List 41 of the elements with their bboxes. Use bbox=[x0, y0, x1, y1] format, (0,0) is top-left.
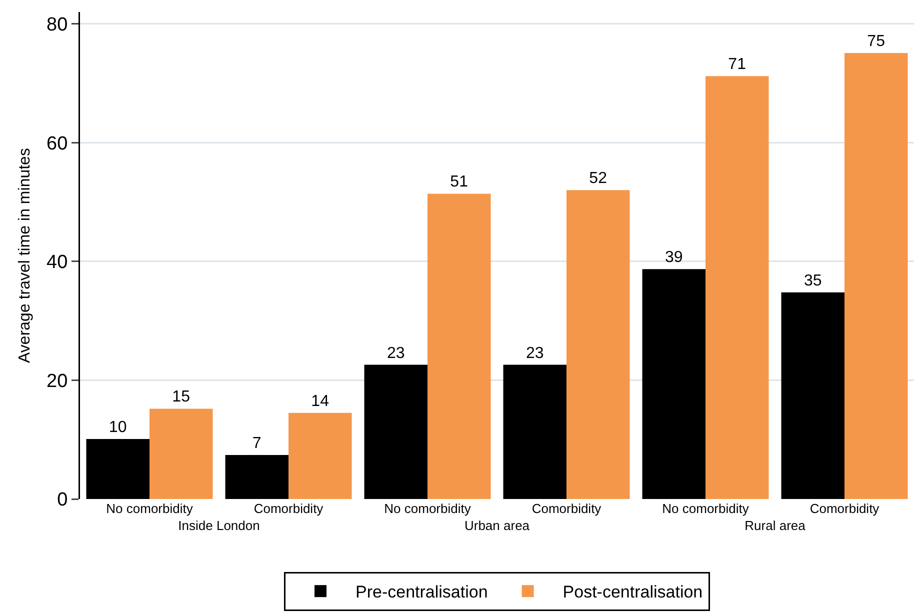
data-label: 75 bbox=[867, 32, 886, 50]
bar bbox=[706, 76, 769, 499]
bar bbox=[428, 194, 491, 499]
data-label: 52 bbox=[589, 170, 608, 188]
y-tick-label: 80 bbox=[46, 14, 68, 36]
data-label: 35 bbox=[804, 272, 822, 290]
x-tick-label: No comorbidity bbox=[384, 501, 472, 516]
data-label: 23 bbox=[386, 344, 405, 362]
y-tick-label: 0 bbox=[57, 490, 68, 511]
data-label: 15 bbox=[172, 388, 190, 406]
x-tick-label: No comorbidity bbox=[106, 501, 194, 516]
bar bbox=[642, 269, 706, 499]
x-tick-label: No comorbidity bbox=[662, 501, 750, 516]
y-tick-label: 60 bbox=[46, 133, 68, 154]
legend-label: Pre-centralisation bbox=[356, 582, 488, 602]
data-label: 71 bbox=[728, 56, 746, 74]
bar bbox=[364, 364, 428, 499]
data-label: 7 bbox=[252, 435, 262, 452]
x-tick-label: Comorbidity bbox=[810, 501, 880, 516]
y-axis-title: Average travel time in minutes bbox=[16, 148, 34, 363]
bar bbox=[225, 455, 288, 499]
text: Urban area bbox=[464, 518, 530, 533]
bar bbox=[781, 292, 844, 499]
text: Inside London bbox=[178, 518, 260, 533]
x-tick-label: Comorbidity bbox=[254, 501, 324, 516]
bar bbox=[844, 52, 908, 499]
data-label: 14 bbox=[311, 392, 330, 410]
bar bbox=[566, 190, 630, 499]
y-tick-label: 40 bbox=[46, 252, 68, 274]
data-label: 39 bbox=[664, 249, 683, 266]
bar bbox=[288, 412, 352, 499]
x-tick-label: Comorbidity bbox=[532, 501, 602, 516]
bar bbox=[86, 439, 150, 499]
text: Rural area bbox=[744, 518, 806, 533]
data-label: 10 bbox=[108, 419, 127, 436]
data-label: 51 bbox=[450, 174, 468, 191]
bar bbox=[150, 408, 213, 499]
bar bbox=[503, 364, 566, 499]
data-label: 23 bbox=[526, 344, 544, 362]
y-tick-label: 20 bbox=[46, 370, 68, 392]
legend-label: Post-centralisation bbox=[562, 582, 703, 602]
